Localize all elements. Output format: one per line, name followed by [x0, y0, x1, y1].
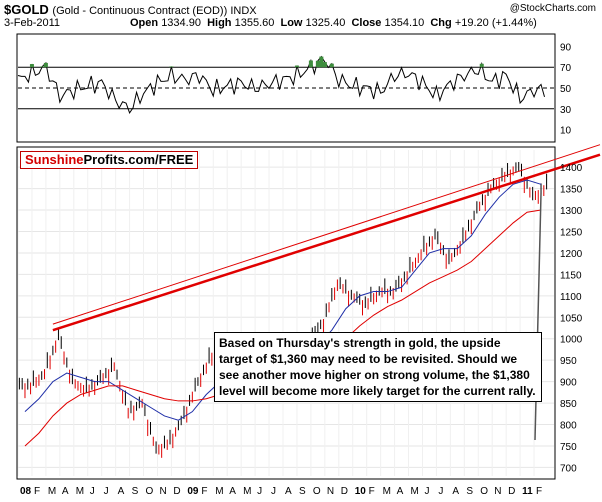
- x-tick-label: F: [536, 486, 542, 497]
- rsi-series: [17, 55, 545, 115]
- rsi-overbought-fill: [319, 56, 324, 68]
- close-label: Close: [351, 17, 382, 29]
- x-tick-label: M: [383, 486, 391, 497]
- rsi-overbought-fill: [169, 66, 174, 68]
- x-tick-label: D: [173, 486, 180, 497]
- x-tick-labels: 08 F M A M J J A S O N D 09 F M A M J J A S O N D 10 F M A M J J A S O N D 1…: [20, 486, 542, 497]
- symbol-description: (Gold - Continuous Contract (EOD)) INDX: [52, 5, 257, 17]
- rsi-tick-label: 10: [560, 126, 572, 137]
- x-tick-label: 09: [187, 486, 199, 497]
- price-tick-label: 1000: [560, 335, 583, 346]
- ohlc-readout: Open 1334.90 High 1355.60 Low 1325.40 Cl…: [130, 17, 537, 29]
- low-label: Low: [280, 17, 303, 29]
- high-value: 1355.60: [234, 17, 275, 29]
- x-tick-label: A: [118, 486, 125, 497]
- x-tick-label: M: [243, 486, 251, 497]
- x-tick-label: 10: [355, 486, 367, 497]
- x-tick-label: F: [201, 486, 207, 497]
- rsi-tick-label: 70: [560, 63, 572, 74]
- price-panel-frame: [16, 146, 556, 480]
- x-tick-label: N: [327, 486, 334, 497]
- high-label: High: [207, 17, 232, 29]
- rsi-overbought-fill: [322, 62, 327, 68]
- x-tick-label: S: [299, 486, 306, 497]
- x-tick-label: M: [411, 486, 419, 497]
- rsi-overbought-fill: [315, 60, 320, 68]
- x-tick-label: D: [508, 486, 515, 497]
- open-label: Open: [130, 17, 159, 29]
- chart-title: $GOLD (Gold - Continuous Contract (EOD))…: [4, 2, 257, 17]
- price-tick-label: 1250: [560, 228, 583, 239]
- rsi-overbought-fill: [479, 63, 484, 68]
- low-value: 1325.40: [305, 17, 346, 29]
- x-tick-label: N: [159, 486, 166, 497]
- x-tick-label: A: [229, 486, 236, 497]
- x-tick-label: A: [397, 486, 404, 497]
- price-tick-label: 1150: [560, 270, 582, 281]
- x-tick-label: S: [132, 486, 139, 497]
- rsi-overbought-fill: [29, 64, 34, 68]
- x-tick-label: 08: [20, 486, 32, 497]
- annotation-box: Based on Thursday's strength in gold, th…: [214, 332, 542, 402]
- rsi-line: [17, 55, 545, 115]
- price-tick-label: 850: [560, 399, 577, 410]
- rsi-tick-label: 90: [560, 42, 572, 53]
- rsi-tick-labels: 10 30 50 70 90: [560, 42, 572, 136]
- price-tick-label: 700: [560, 463, 577, 474]
- rsi-grid: [18, 66, 554, 110]
- trendline-upper: [52, 144, 601, 325]
- rsi-overbought-fill: [294, 65, 299, 68]
- price-tick-labels: 700 750 800 850 900 950 1000 1050 1100 1150 1200 12…: [560, 163, 583, 474]
- x-tick-label: J: [424, 486, 429, 497]
- sunshine-profits-logo: SunshineProfits.com/FREE: [20, 151, 199, 169]
- x-tick-label: O: [480, 486, 488, 497]
- rsi-overbought-fill: [329, 63, 334, 68]
- x-tick-label: M: [215, 486, 223, 497]
- rsi-overbought-fill: [308, 60, 313, 68]
- x-tick-label: S: [466, 486, 473, 497]
- trendline-main: [52, 153, 601, 332]
- rsi-overbought-fill: [40, 66, 45, 68]
- price-tick-label: 1200: [560, 249, 583, 260]
- x-tick-label: J: [271, 486, 276, 497]
- x-tick-label: N: [494, 486, 501, 497]
- stockcharts-credit: @StockCharts.com: [509, 3, 596, 14]
- x-tick-label: O: [313, 486, 321, 497]
- logo-profits: Profits.com/FREE: [83, 152, 194, 167]
- price-tick-label: 900: [560, 378, 577, 389]
- price-tick-label: 1300: [560, 206, 583, 217]
- x-tick-label: J: [257, 486, 262, 497]
- symbol: $GOLD: [4, 2, 49, 17]
- chg-value: +19.20 (+1.44%): [454, 17, 537, 29]
- price-tick-label: 1350: [560, 185, 583, 196]
- x-tick-label: J: [104, 486, 109, 497]
- x-tick-label: M: [76, 486, 84, 497]
- open-value: 1334.90: [161, 17, 201, 29]
- x-tick-label: F: [369, 486, 375, 497]
- x-tick-label: D: [341, 486, 348, 497]
- chart-date: 3-Feb-2011: [4, 17, 61, 29]
- price-tick-label: 1050: [560, 313, 583, 324]
- x-tick-label: A: [285, 486, 292, 497]
- x-tick-label: A: [452, 486, 459, 497]
- price-tick-label: 800: [560, 421, 577, 432]
- price-tick-label: 1100: [560, 292, 582, 303]
- x-tick-label: O: [146, 486, 154, 497]
- close-value: 1354.10: [384, 17, 425, 29]
- x-tick-label: M: [48, 486, 56, 497]
- price-tick-label: 950: [560, 356, 577, 367]
- rsi-tick-label: 30: [560, 105, 572, 116]
- x-tick-label: J: [90, 486, 95, 497]
- logo-sunshine: Sunshine: [25, 152, 84, 167]
- x-tick-label: 11: [522, 486, 533, 497]
- rsi-overbought-fill: [43, 62, 48, 68]
- price-tick-label: 1400: [560, 163, 583, 174]
- rsi-tick-label: 50: [560, 84, 572, 95]
- x-tick-label: A: [62, 486, 69, 497]
- price-tick-label: 750: [560, 442, 577, 453]
- x-tick-label: F: [34, 486, 40, 497]
- chg-label: Chg: [430, 17, 452, 29]
- x-tick-label: J: [438, 486, 443, 497]
